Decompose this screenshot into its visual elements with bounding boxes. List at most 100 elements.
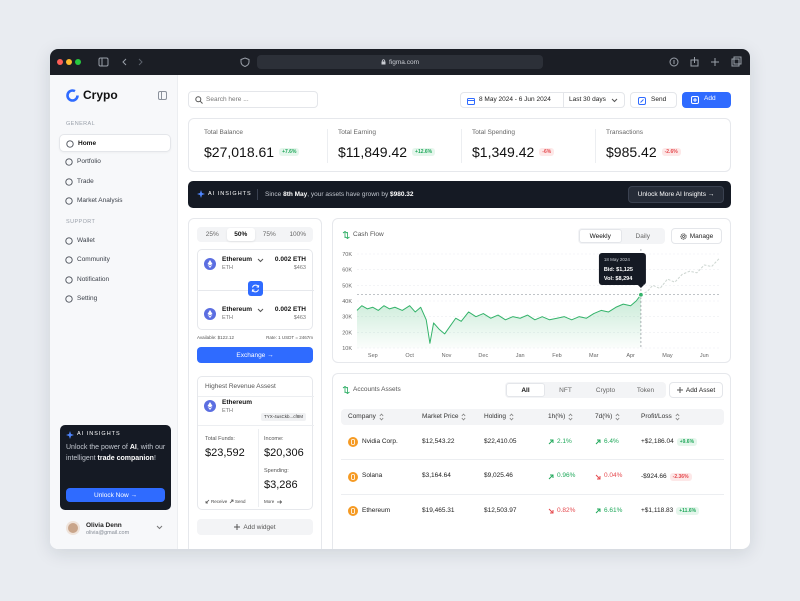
column-header[interactable]: 1h(%): [548, 412, 566, 420]
nav-icons[interactable]: [98, 57, 148, 67]
menu-item[interactable]: Community: [59, 251, 171, 269]
receive-icon: [205, 499, 210, 504]
menu-item[interactable]: Setting: [59, 290, 171, 308]
percent-tab[interactable]: 100%: [284, 228, 313, 241]
stat-value: $985.42: [606, 144, 657, 160]
percent-tab[interactable]: 50%: [226, 228, 255, 241]
period-chevron: [611, 98, 618, 103]
gear-icon: [680, 232, 687, 240]
row-divider: [341, 459, 724, 460]
chart-toggle-option[interactable]: Daily: [622, 229, 665, 243]
column-header[interactable]: Profit/Loss: [641, 412, 672, 420]
browser-window: figma.com Crypo GENERAL Home Portfolio Trade…: [50, 49, 750, 549]
coin-name: Ethereum: [222, 255, 252, 263]
search-icon: [195, 96, 203, 104]
x-tick-label: Jan: [516, 353, 525, 359]
ai-card-span: , with our intelligent: [66, 444, 166, 462]
ai-card-button-label: Unlock Now →: [94, 491, 137, 499]
ai-banner-button[interactable]: Unlock More AI Insights →: [628, 186, 724, 203]
stat-value-row: $985.42 -2.6%: [606, 143, 681, 161]
asset-filter-label: Crypto: [595, 386, 616, 394]
send-icon: [638, 97, 646, 105]
x-tick-label: Nov: [442, 353, 452, 359]
menu-item[interactable]: Wallet: [59, 232, 171, 250]
browser-toolbar: figma.com: [50, 49, 750, 75]
tooltip-box: [598, 253, 646, 285]
asset-filter[interactable]: NFT: [546, 383, 585, 397]
cash-flow-chart: 10K 20K 30K 40K 50K 60K 70K Sep Oct Nov Dec Jan Feb M…: [342, 249, 720, 359]
stat-change: +7.6%: [279, 148, 300, 156]
date-filter[interactable]: 8 May 2024 - 6 Jun 2024 Last 30 days: [460, 92, 625, 108]
minimize-dot[interactable]: [66, 59, 72, 65]
receive-label[interactable]: Receive: [211, 498, 228, 504]
chart-toggle-option[interactable]: Weekly: [579, 229, 622, 243]
y-tick-label: 50K: [342, 283, 352, 289]
x-tick-label: Feb: [552, 353, 561, 359]
asset-filter[interactable]: Token: [626, 383, 665, 397]
browser-actions[interactable]: [668, 56, 743, 68]
row-divider: [341, 493, 724, 495]
change-1h: 0.96%: [557, 472, 576, 480]
stat-value: $11,849.42: [338, 144, 408, 160]
percent-tab-label: 25%: [205, 231, 219, 238]
ai-card-bold: AI: [129, 444, 137, 451]
percent-tab[interactable]: 75%: [255, 228, 284, 241]
ai-banner-bold: 8th May: [283, 191, 308, 198]
menu-label: Notification: [77, 275, 110, 283]
zoom-dot[interactable]: [75, 59, 81, 65]
add-button[interactable]: Add: [682, 92, 731, 108]
send-button[interactable]: Send: [630, 92, 677, 108]
sort-icon: [675, 413, 680, 421]
more-label[interactable]: More: [264, 498, 275, 504]
column-header[interactable]: Holding: [484, 412, 507, 420]
change-7d: 6.4%: [604, 437, 619, 445]
stat-label: Total Balance: [204, 128, 244, 136]
shield-icon: [240, 57, 250, 67]
revenue-vdivider: [258, 429, 259, 507]
menu-icon: [65, 237, 73, 245]
asset-filter[interactable]: Crypto: [586, 383, 625, 397]
add-widget[interactable]: Add widget: [197, 519, 313, 535]
menu-item[interactable]: Notification: [59, 271, 171, 289]
coin-name: Ethereum: [222, 305, 252, 313]
menu-section-title: SUPPORT: [66, 219, 96, 226]
menu-section-title: GENERAL: [66, 121, 96, 128]
market-price: $19,465.31: [422, 506, 455, 514]
url-bar[interactable]: figma.com: [257, 55, 543, 69]
column-header[interactable]: Company: [348, 412, 376, 420]
percent-tab[interactable]: 25%: [198, 228, 227, 241]
menu-label: Setting: [77, 294, 98, 302]
ai-card-button[interactable]: Unlock Now →: [66, 488, 165, 502]
x-tick-label: Jun: [700, 353, 709, 359]
close-dot[interactable]: [57, 59, 63, 65]
add-asset-button[interactable]: Add Asset: [669, 382, 723, 398]
stat-value-row: $27,018.61 +7.6%: [204, 143, 300, 161]
manage-button[interactable]: Manage: [671, 228, 722, 244]
asset-filter[interactable]: All: [506, 383, 545, 397]
plus-icon: [676, 387, 683, 393]
column-header[interactable]: 7d(%): [595, 412, 613, 420]
menu-label: Community: [77, 256, 110, 264]
send-small-label[interactable]: Send: [235, 498, 246, 504]
exchange-box: Ethereum ETH 0.002 ETH $463 Ethereum ETH 0.002…: [197, 249, 314, 330]
date-range: 8 May 2024 - 6 Jun 2024: [479, 96, 551, 104]
menu-item[interactable]: Market Analysis: [59, 192, 171, 210]
stat-change: +12.6%: [412, 148, 436, 156]
y-tick-label: 60K: [342, 268, 352, 274]
menu-item[interactable]: Portfolio: [59, 153, 171, 171]
menu-item[interactable]: Trade: [59, 173, 171, 191]
exchange-button[interactable]: Exchange →: [197, 347, 313, 363]
revenue-title: Highest Revenue Assest: [205, 382, 276, 390]
menu-item[interactable]: Home: [59, 134, 171, 152]
ai-banner-text: Since 8th May, your assets have grown by…: [265, 190, 414, 199]
percent-tabs: 25% 50% 75% 100%: [197, 227, 313, 242]
menu-icon: [65, 295, 73, 303]
column-header[interactable]: Market Price: [422, 412, 459, 420]
add-widget-label: Add widget: [243, 523, 276, 531]
line: [356, 294, 642, 344]
search-box[interactable]: Search here ...: [188, 91, 318, 108]
brand-logo: [66, 89, 79, 102]
eth-icon: [204, 258, 216, 270]
asset-filter-label: Token: [636, 386, 655, 394]
